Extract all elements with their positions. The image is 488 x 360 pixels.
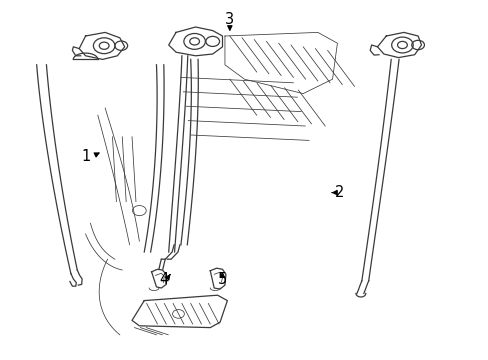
Text: 3: 3 bbox=[225, 12, 234, 27]
Text: 1: 1 bbox=[81, 149, 90, 164]
Text: 4: 4 bbox=[159, 271, 168, 287]
Text: 5: 5 bbox=[218, 271, 226, 287]
Text: 2: 2 bbox=[334, 185, 344, 200]
